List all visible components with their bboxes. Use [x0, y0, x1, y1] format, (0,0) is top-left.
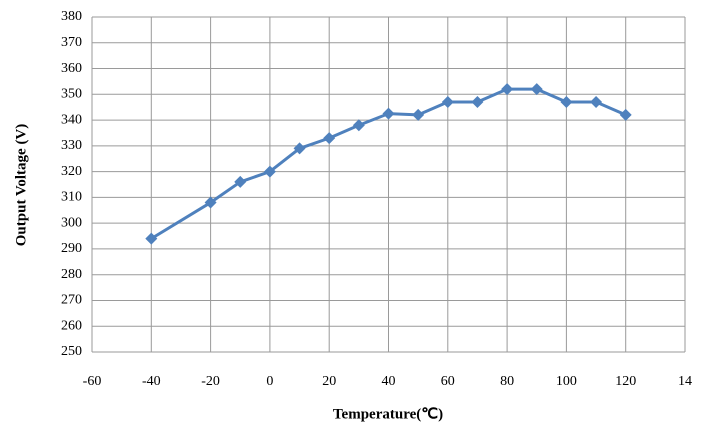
- x-tick-label: 120: [615, 374, 636, 389]
- y-tick-label: 320: [61, 164, 82, 179]
- x-tick-label: 40: [382, 374, 396, 389]
- marker: [382, 107, 395, 120]
- x-tick-label: 60: [441, 374, 455, 389]
- marker: [560, 96, 573, 109]
- marker: [263, 165, 276, 178]
- x-tick-label: -20: [201, 374, 220, 389]
- marker: [501, 83, 514, 96]
- marker: [412, 108, 425, 121]
- y-tick-label: 250: [61, 344, 82, 359]
- marker: [590, 96, 603, 109]
- x-tick-label: 80: [500, 374, 514, 389]
- y-tick-label: 310: [61, 190, 82, 205]
- marker: [619, 108, 632, 121]
- x-tick-label: -60: [83, 374, 102, 389]
- marker: [145, 232, 158, 245]
- y-tick-label: 260: [61, 318, 82, 333]
- x-tick-label: 20: [322, 374, 336, 389]
- x-axis-label: Temperature(℃): [333, 406, 443, 422]
- marker: [352, 119, 365, 132]
- line: [150, 87, 627, 240]
- x-tick-label: 100: [556, 374, 577, 389]
- marker: [204, 196, 217, 209]
- y-tick-label: 270: [61, 293, 82, 308]
- y-tick-label: 300: [61, 215, 82, 230]
- y-axis-label: Output Voltage (V): [13, 124, 29, 247]
- marker: [530, 83, 543, 96]
- y-tick-label: 330: [61, 138, 82, 153]
- x-tick-label: 0: [266, 374, 273, 389]
- x-tick-label: -40: [142, 374, 161, 389]
- marker: [441, 96, 454, 109]
- y-tick-label: 380: [61, 9, 82, 24]
- y-tick-label: 280: [61, 267, 82, 282]
- y-tick-label: 340: [61, 112, 82, 127]
- marker: [293, 142, 306, 155]
- marker: [323, 132, 336, 145]
- y-tick-label: 370: [61, 35, 82, 50]
- marker: [234, 175, 247, 188]
- y-tick-label: 290: [61, 241, 82, 256]
- x-tick-label: 14: [678, 374, 692, 389]
- marker: [471, 96, 484, 109]
- y-tick-label: 360: [61, 61, 82, 76]
- y-tick-label: 350: [61, 87, 82, 102]
